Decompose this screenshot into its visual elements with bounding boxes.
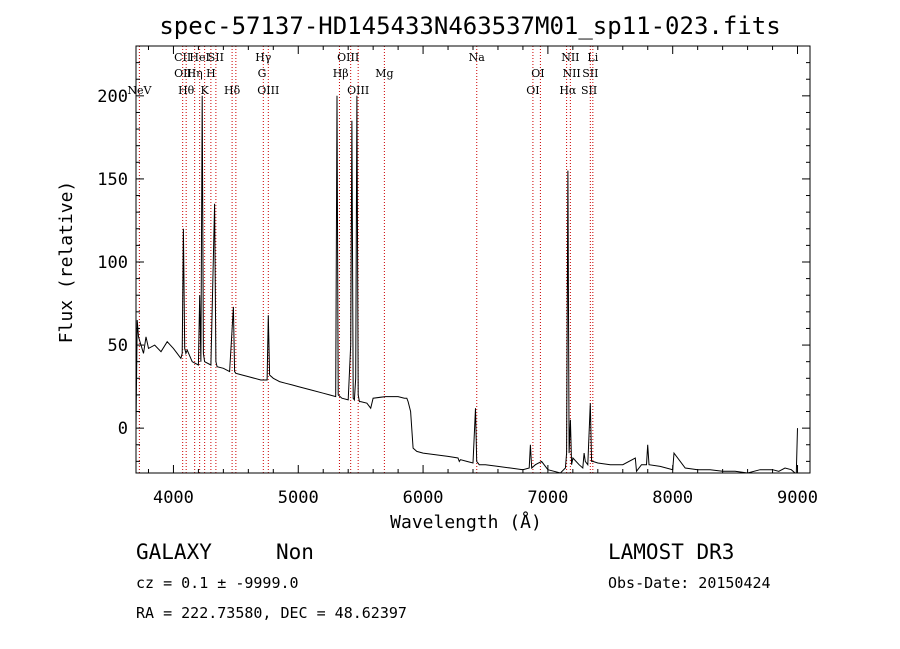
x-tick-label: 8000 xyxy=(652,488,693,508)
spectral-line-label: NeV xyxy=(127,84,152,97)
spectral-line-labels: NeV CII OII Hθ Hη HeI KH SII Hδ Hγ G OIII Hβ OIII OIII… xyxy=(127,51,598,97)
y-tick-label: 200 xyxy=(97,87,128,107)
x-tick-label: 6000 xyxy=(403,488,444,508)
observation-date: Obs-Date: 20150424 xyxy=(608,574,771,592)
x-axis-label: Wavelength (Å) xyxy=(390,511,542,533)
spectral-line-label: OII xyxy=(174,67,192,80)
spectral-line-label: OIII xyxy=(337,51,359,64)
y-tick-label: 150 xyxy=(97,170,128,190)
object-class: GALAXY xyxy=(136,540,212,564)
spectrum-line xyxy=(135,95,798,474)
spectral-line-label: CII xyxy=(174,51,191,64)
y-axis-label: Flux (relative) xyxy=(56,181,77,344)
spectral-line-label: Mg xyxy=(375,67,393,80)
plot-frame xyxy=(135,45,811,474)
spectral-line-label: NII xyxy=(561,51,579,64)
spectral-line-label: Hθ xyxy=(178,84,195,97)
redshift-cz: cz = 0.1 ± -9999.0 xyxy=(136,574,299,592)
spectral-line-label: K xyxy=(201,84,210,97)
survey-name: LAMOST DR3 xyxy=(608,540,735,564)
spectral-line-markers xyxy=(138,46,594,473)
x-tick-label: 7000 xyxy=(527,488,568,508)
spectral-line-label: Na xyxy=(469,51,486,64)
spectral-line-label: SII xyxy=(581,84,597,97)
spectral-line-label: Li xyxy=(587,51,598,64)
x-tick-label: 4000 xyxy=(153,488,194,508)
x-tick-label: 9000 xyxy=(777,488,818,508)
spectral-line-label: SII xyxy=(582,67,598,80)
ra-dec-coordinates: RA = 222.73580, DEC = 48.62397 xyxy=(136,604,407,622)
spectral-line-label: OIII xyxy=(347,84,369,97)
spectral-line-label: Hη xyxy=(187,67,203,80)
x-axis-ticks: 4000 5000 6000 7000 8000 9000 xyxy=(147,46,818,508)
spectral-line-label: HeI xyxy=(189,51,209,64)
spectral-line-label: H xyxy=(206,67,216,80)
spectral-line-label: Hδ xyxy=(224,84,241,97)
y-axis-ticks: 0 50 100 150 200 xyxy=(97,62,810,462)
object-subclass: Non xyxy=(276,540,314,564)
spectral-line-label: Hβ xyxy=(333,67,349,80)
spectral-line-label: SII xyxy=(208,51,224,64)
spectral-line-label: Hα xyxy=(559,84,577,97)
chart-title: spec-57137-HD145433N463537M01_sp11-023.f… xyxy=(159,12,780,40)
spectral-line-label: OI xyxy=(526,84,539,97)
spectral-line-label: OIII xyxy=(257,84,279,97)
x-tick-label: 5000 xyxy=(278,488,319,508)
spectral-line-label: NII xyxy=(562,67,580,80)
y-tick-label: 50 xyxy=(108,336,128,356)
y-tick-label: 100 xyxy=(97,253,128,273)
y-tick-label: 0 xyxy=(118,419,128,439)
spectral-line-label: G xyxy=(258,67,267,80)
spectral-line-label: OI xyxy=(531,67,544,80)
spectral-line-label: Hγ xyxy=(255,51,272,64)
